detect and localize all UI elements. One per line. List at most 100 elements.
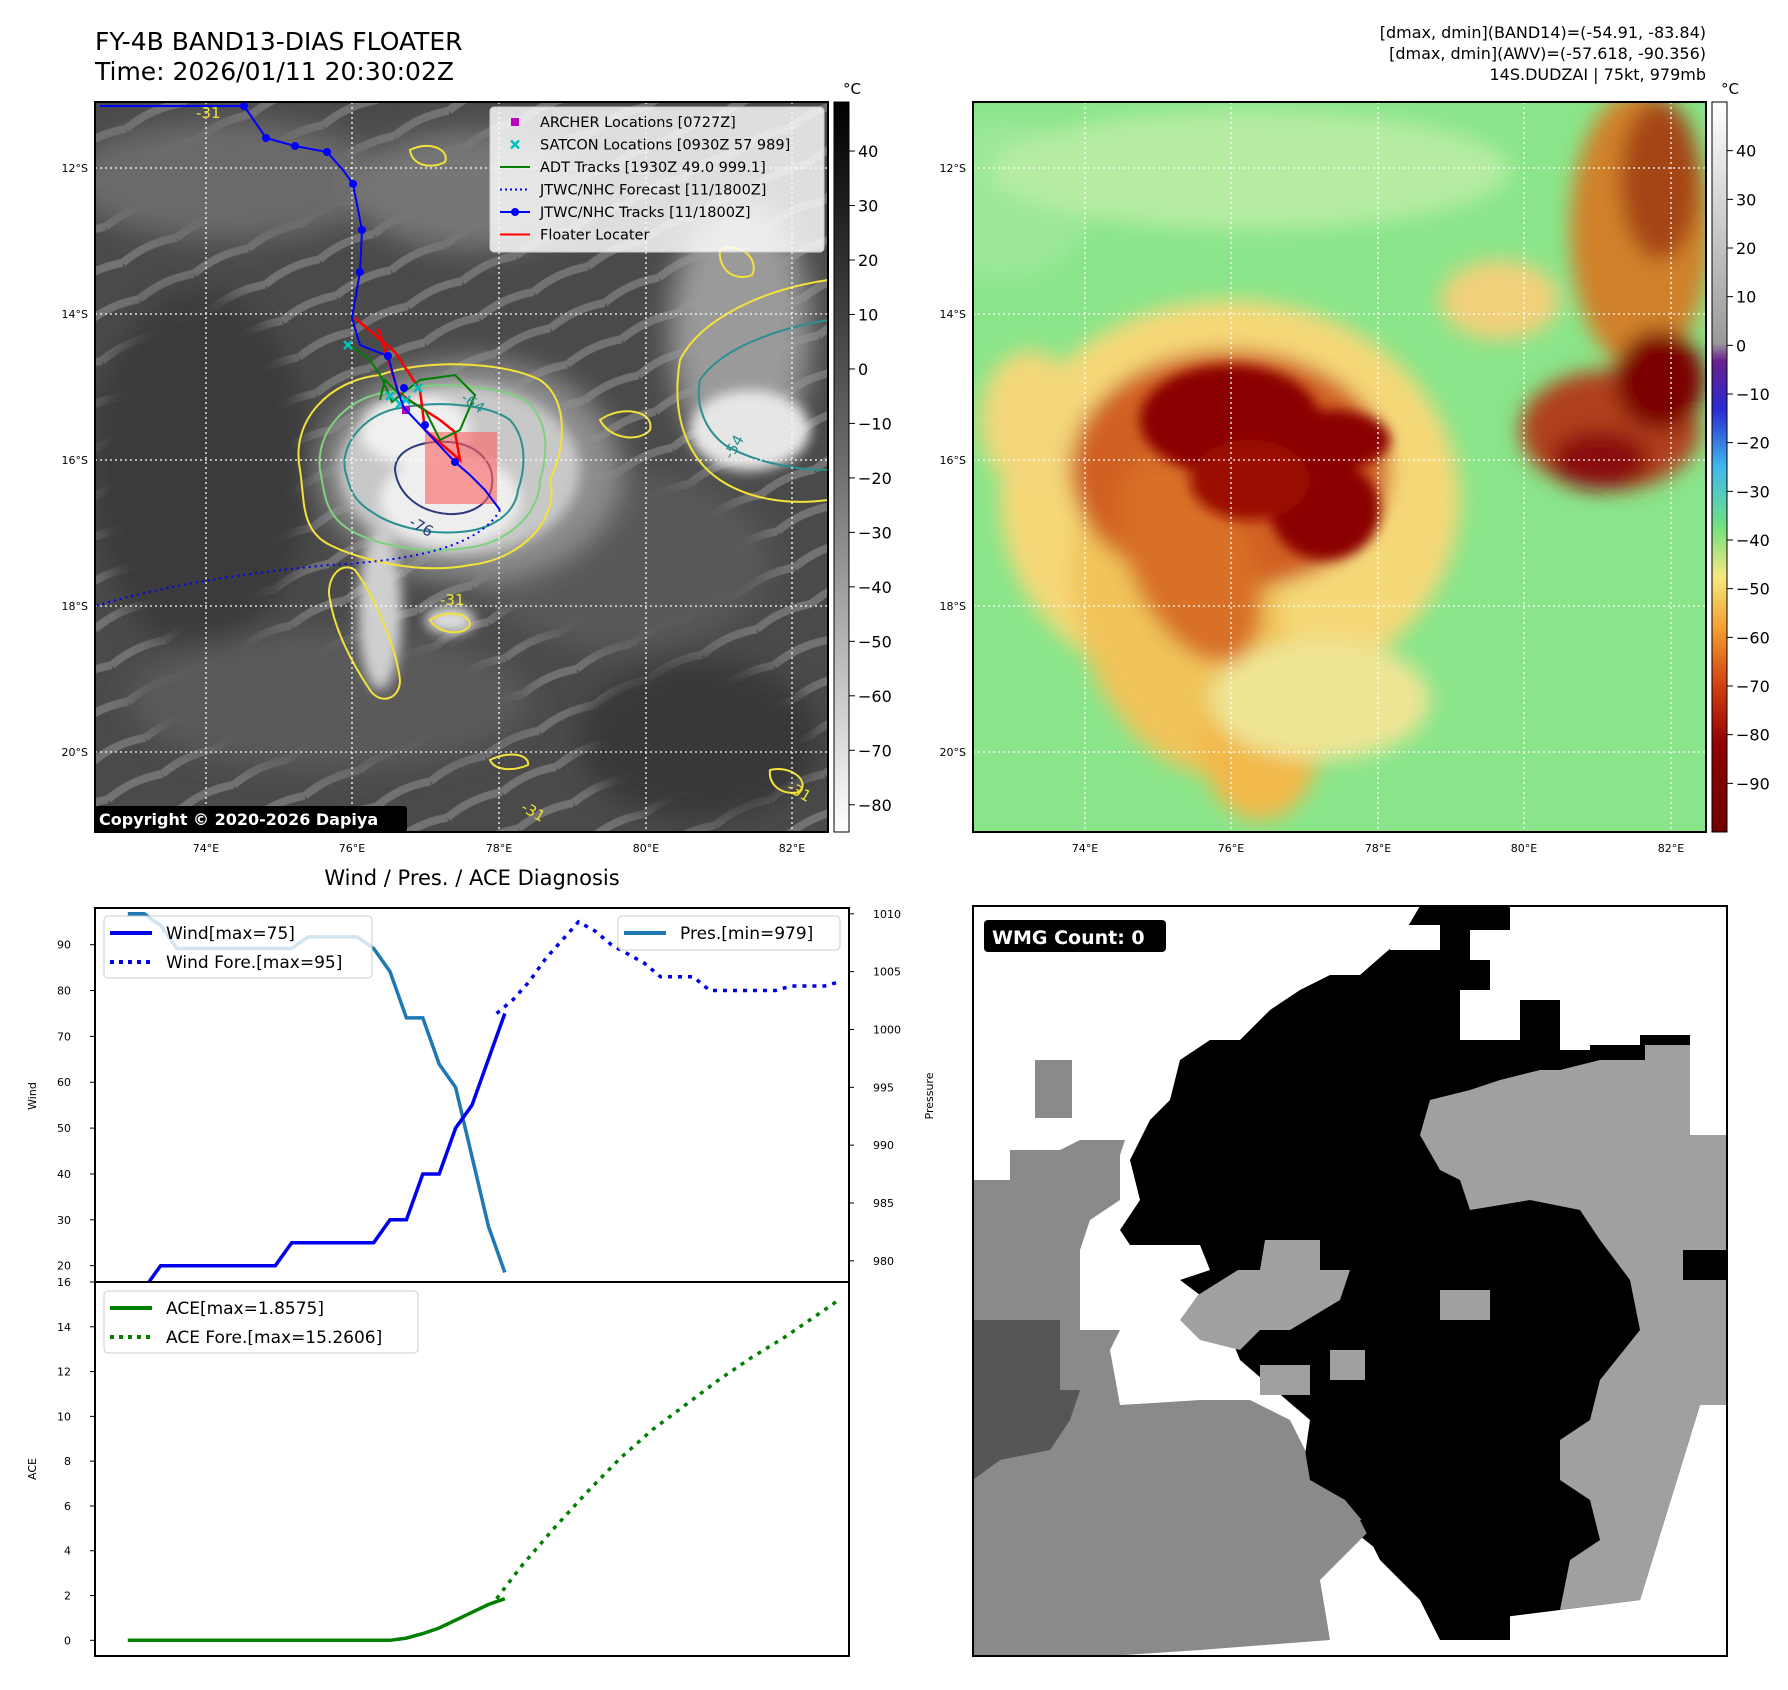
legend-wind: Wind[max=75] [166,924,295,944]
wind-axis-label: Wind [26,1082,39,1110]
pressure-ytick-label: 995 [873,1081,894,1094]
lat-label: 16°S [62,454,88,467]
lon-label: 78°E [1365,842,1391,855]
legend-marker [510,139,520,150]
colorbar-tick-label: 10 [1736,288,1756,307]
lat-label: 18°S [62,600,88,613]
legend-wind-fore: Wind Fore.[max=95] [166,953,342,973]
colorbar-tick-label: −80 [1736,726,1770,745]
ace-ytick-label: 10 [57,1410,71,1423]
wind-ytick-label: 30 [57,1214,71,1227]
colorbar-tick-label: 40 [858,142,878,161]
wind-ytick-label: 80 [57,985,71,998]
legend-item: ADT Tracks [1930Z 49.0 999.1] [500,160,766,176]
legend-item: Floater Locater [500,228,649,244]
copyright-box [95,806,407,832]
lat-label: 12°S [940,162,966,175]
wv-gridlines [973,102,1706,832]
colorbar-tick-label: −10 [858,414,892,433]
ir-lat-labels: 12°S 14°S 16°S 18°S 20°S [62,162,88,759]
ace-ytick-label: 16 [57,1276,71,1289]
wind-series-line [127,1012,507,1291]
lon-label: 80°E [1511,842,1537,855]
colorbar-tick-label: 40 [1736,142,1756,161]
pressure-axis-label: Pressure [923,1072,936,1119]
wmg-count-label: WMG Count: 0 [992,927,1145,949]
lat-label: 16°S [940,454,966,467]
colorbar-tick-label: −70 [1736,677,1770,696]
legend-label: Floater Locater [540,228,649,244]
figure-title: FY-4B BAND13-DIAS FLOATER [95,27,463,56]
lat-label: 20°S [940,746,966,759]
colorbar-tick-label: −60 [1736,628,1770,647]
colorbar-tick-label: −40 [1736,531,1770,550]
diagnosis-title: Wind / Pres. / ACE Diagnosis [324,866,619,890]
wind-ytick-label: 40 [57,1168,71,1181]
colorbar-tick-label: −50 [858,632,892,651]
copyright-text: Copyright © 2020-2026 Dapiya [99,810,378,829]
colorbar-tick-label: −20 [858,469,892,488]
wv-lat-labels: 12°S 14°S 16°S 18°S 20°S [940,162,966,759]
lon-label: 82°E [1658,842,1684,855]
colorbar-tick-label: 20 [858,251,878,270]
ace-chart: 0 2 4 6 8 10 12 14 16 ACE ACE[max=1.8575] ACE Fo… [26,1276,850,1657]
wv-colorbar: °C 40 30 20 10 0 −10 −20 −30 −40 −50 −60 −70 −80 −90 [1711,80,1770,833]
jtwc-track-points [240,102,459,466]
lat-label: 18°S [940,600,966,613]
legend-label: ARCHER Locations [0727Z] [540,115,736,131]
ir-frame [94,101,829,833]
ace-series-line [127,1597,506,1643]
ace-ytick-label: 8 [64,1455,71,1468]
lon-label: 82°E [779,842,805,855]
legend-marker [511,118,519,126]
ace-ytick-label: 14 [57,1321,71,1334]
wv-colorbar-unit: °C [1721,80,1739,98]
colorbar-tick-label: 30 [858,197,878,216]
legend-marker-dot [511,208,519,216]
ace-axis-label: ACE [26,1458,39,1480]
legend-pressure: Pres.[min=979] [680,924,813,944]
wmg-frame [972,905,1728,1657]
colorbar-tick-label: −40 [858,578,892,597]
ir-map-panel: -31 -54 -64 -76 -31 -31 -31 ARCHER Locat… [62,80,892,855]
colorbar-tick-label: 30 [1736,190,1756,209]
colorbar-tick-label: −10 [1736,385,1770,404]
ace-ytick-label: 6 [64,1500,71,1513]
lon-label: 78°E [486,842,512,855]
ace-legend: ACE[max=1.8575] ACE Fore.[max=15.2606] [103,1290,419,1354]
legend-ace: ACE[max=1.8575] [166,1299,324,1319]
lon-label: 76°E [339,842,365,855]
legend-item: SATCON Locations [0930Z 57 989] [510,138,790,154]
wind-ytick-label: 50 [57,1122,71,1135]
info-band14: [dmax, dmin](BAND14)=(-54.91, -83.84) [1380,23,1706,42]
wind-ytick-label: 70 [57,1030,71,1043]
colorbar-tick-label: 20 [1736,239,1756,258]
colorbar-tick-label: 0 [858,360,868,379]
legend-label: ADT Tracks [1930Z 49.0 999.1] [540,160,766,176]
map-legend: ARCHER Locations [0727Z] SATCON Locations… [489,106,825,253]
legend-label: JTWC/NHC Tracks [11/1800Z] [539,205,751,221]
wmg-panel: WMG Count: 0 [972,905,1728,1657]
ace-ytick-label: 12 [57,1366,71,1379]
colorbar-tick-label: 10 [858,305,878,324]
figure-time: Time: 2026/01/11 20:30:02Z [94,57,454,86]
wmg-cells [973,906,1727,1656]
ace-ytick-label: 2 [64,1590,71,1603]
wv-imagery [973,102,1706,832]
pressure-ytick-label: 1005 [873,966,901,979]
pressure-ytick-label: 985 [873,1197,894,1210]
wind-legend: Wind[max=75] Wind Fore.[max=95] [103,915,373,979]
lon-label: 76°E [1218,842,1244,855]
wind-pressure-chart: 20 30 40 50 60 70 80 90 980 985 990 995 1000 1005 101… [26,907,936,1291]
info-awv: [dmax, dmin](AWV)=(-57.618, -90.356) [1389,44,1706,63]
lat-label: 14°S [62,308,88,321]
colorbar-tick-label: 0 [1736,336,1746,355]
lon-label: 74°E [1072,842,1098,855]
legend-label: JTWC/NHC Forecast [11/1800Z] [539,183,766,199]
ir-colorbar: °C 40 30 20 10 0 −10 −20 −30 −40 −50 −60 −70 −80 [833,80,892,833]
colorbar-tick-label: −50 [1736,580,1770,599]
legend-ace-fore: ACE Fore.[max=15.2606] [166,1328,382,1348]
colorbar-tick-label: −30 [858,523,892,542]
lat-label: 12°S [62,162,88,175]
colorbar-tick-label: −70 [858,741,892,760]
